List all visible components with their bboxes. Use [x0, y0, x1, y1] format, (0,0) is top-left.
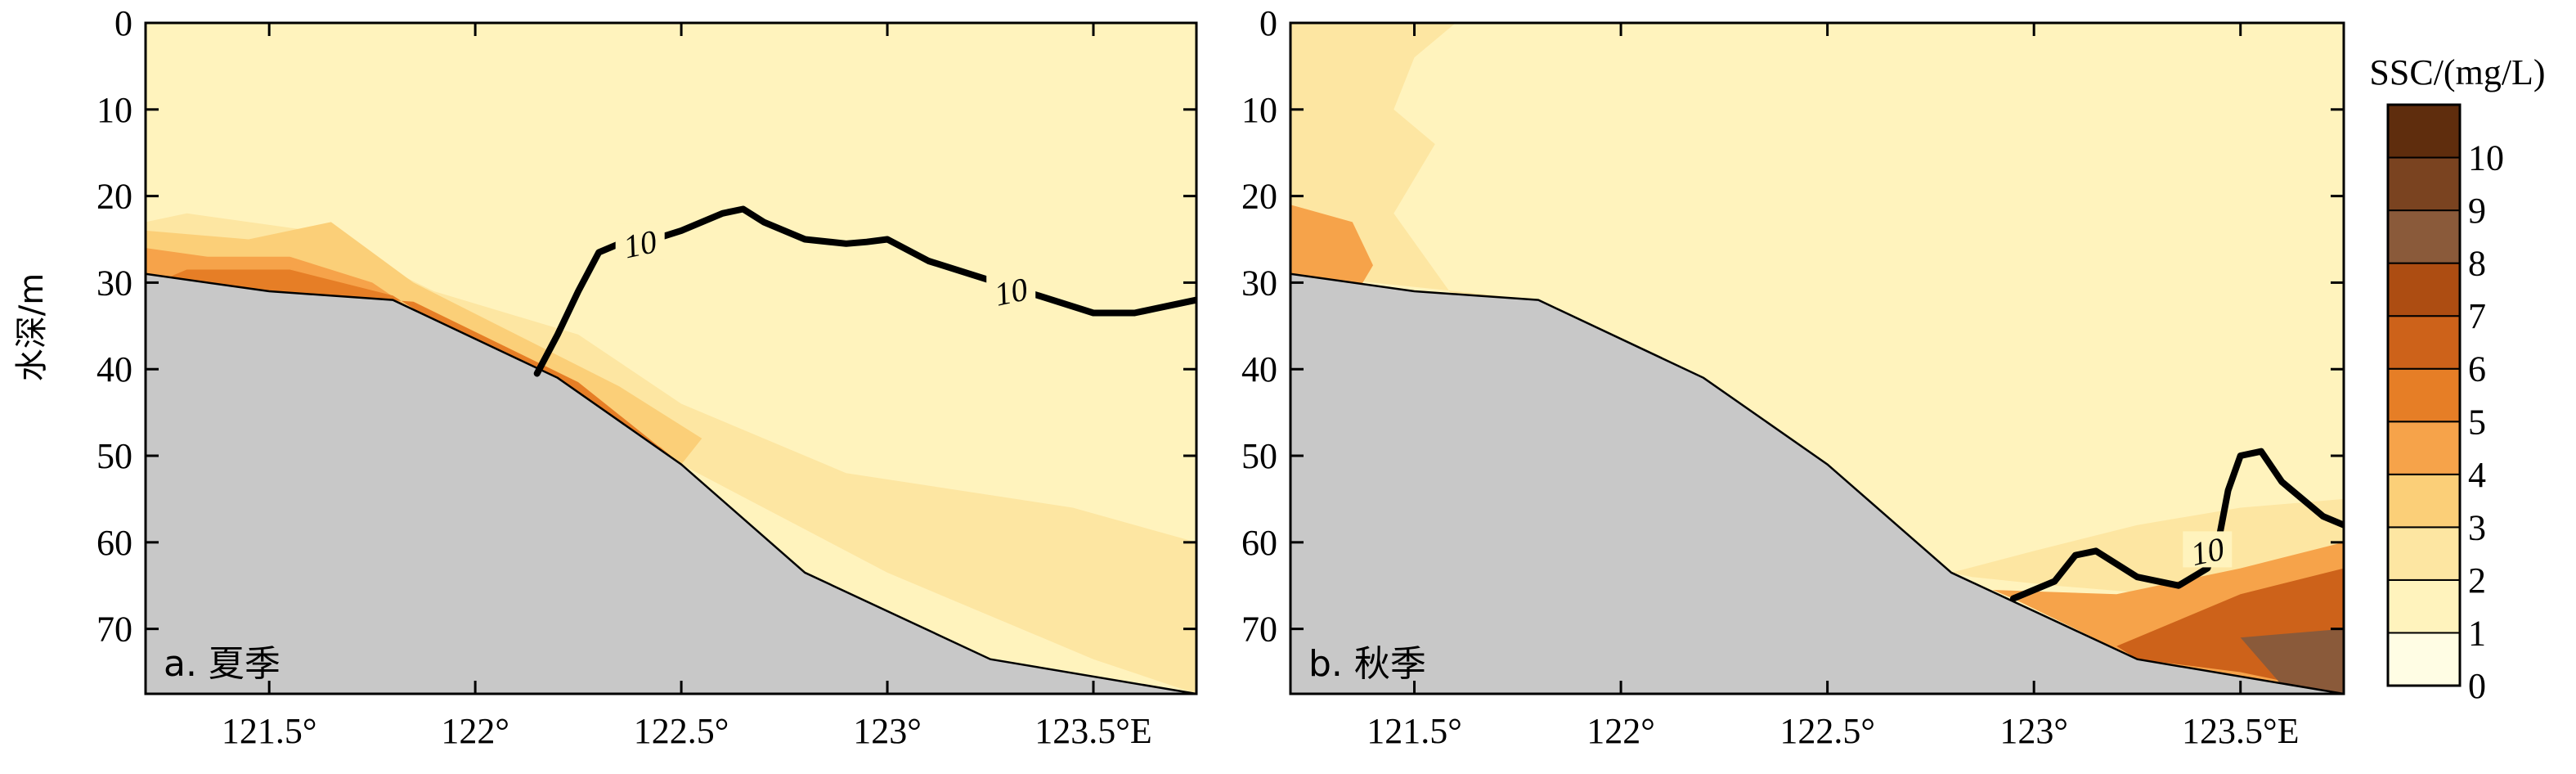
contour-label: 10: [2188, 530, 2227, 573]
plot-frame: [1289, 21, 2345, 695]
colorbar-tick-label: 3: [2468, 507, 2486, 547]
x-tick-label: 122°: [1586, 711, 1655, 751]
contour-line-10: [533, 205, 1196, 377]
colorbar-swatch: [2387, 421, 2461, 475]
colorbar-swatch: [2387, 473, 2461, 529]
y-tick-label: 60: [96, 523, 132, 563]
ssc-contour-fill: [1290, 23, 1663, 378]
y-tick-label: 10: [1241, 90, 1277, 130]
colorbar-tick-label: 8: [2468, 244, 2486, 284]
colorbar-swatch: [2387, 209, 2461, 264]
y-tick-label: 10: [96, 90, 132, 130]
x-tick-label: 121.5°: [222, 711, 317, 751]
colorbar-swatch: [2387, 632, 2461, 686]
panel-autumn: 10 0 10 20 30 40 50 60 70 121.5° 122° 122.5° 123° 123…: [1241, 3, 2345, 751]
seabed-fill: [146, 273, 1196, 694]
x-tick-label: 122.5°: [1779, 711, 1875, 751]
x-tick-label: 123.5°E: [1034, 711, 1151, 751]
ssc-contour-fill: [2240, 628, 2344, 694]
y-tick-label: 70: [1241, 610, 1277, 650]
colorbar-swatch: [2387, 156, 2461, 212]
contour-label-bg: [986, 272, 1036, 308]
colorbar-tick-label: 6: [2468, 349, 2486, 389]
y-tick-label: 70: [96, 610, 132, 650]
y-axis-label: 水深/m: [13, 273, 51, 381]
x-tick-label: 122.5°: [634, 711, 729, 751]
ssc-contour-fill: [166, 269, 682, 465]
contour-label: 10: [621, 223, 660, 265]
colorbar-tick-label: 1: [2468, 613, 2486, 653]
colorbar-tick-label: 5: [2468, 402, 2486, 442]
seabed-line: [146, 272, 1196, 694]
x-tick-label: 122°: [441, 711, 509, 751]
colorbar-swatch: [2387, 315, 2461, 370]
panel-label: a. 夏季: [164, 643, 280, 685]
colorbar-tick-label: 0: [2468, 666, 2486, 706]
x-tick-label: 121.5°: [1367, 711, 1462, 751]
plot-area: 10: [1290, 23, 2344, 694]
colorbar-tick-label: 7: [2468, 296, 2486, 336]
colorbar-tick-label: 9: [2468, 191, 2486, 231]
plot-frame: [144, 21, 1198, 695]
colorbar-swatch: [2387, 367, 2461, 423]
colorbar-title: SSC/(mg/L): [2369, 52, 2545, 92]
panel-summer: 10 10 0 10 20 30 40 50 60 70 121.5° 122° 122.5° 123° 1…: [96, 3, 1198, 751]
x-tick-label: 123°: [1999, 711, 2068, 751]
contour-label-bg: [615, 223, 665, 260]
colorbar-swatch: [2387, 262, 2461, 317]
seabed-fill: [1290, 273, 2344, 694]
seabed-line: [1290, 272, 2344, 694]
y-tick-label: 0: [114, 3, 132, 43]
colorbar-frame: [2386, 103, 2462, 687]
y-tick-label: 60: [1241, 523, 1277, 563]
colorbar-swatch: [2387, 526, 2461, 581]
colorbar-swatch: [2387, 104, 2461, 159]
x-tick-label: 123.5°E: [2182, 711, 2299, 751]
y-tick-label: 0: [1259, 3, 1277, 43]
colorbar-swatch: [2387, 578, 2461, 634]
contour-label-bg: [2183, 531, 2233, 568]
x-tick-label: 123°: [853, 711, 922, 751]
y-tick-label: 40: [96, 349, 132, 389]
colorbar-tick-label: 2: [2468, 560, 2486, 601]
colorbar: 0 1 2 3 4 5 6 7 8 9 10: [2386, 103, 2504, 706]
colorbar-tick-label: 4: [2468, 455, 2486, 495]
colorbar-tick-label: 10: [2468, 138, 2504, 178]
plot-area: 10 10: [146, 23, 1196, 694]
y-tick-label: 30: [96, 263, 132, 303]
y-tick-label: 50: [96, 436, 132, 476]
y-tick-label: 50: [1241, 436, 1277, 476]
y-tick-label: 30: [1241, 263, 1277, 303]
contour-label: 10: [991, 270, 1030, 313]
y-tick-label: 20: [1241, 177, 1277, 217]
y-tick-label: 20: [96, 177, 132, 217]
y-tick-label: 40: [1241, 349, 1277, 389]
panel-label: b. 秋季: [1308, 643, 1426, 685]
